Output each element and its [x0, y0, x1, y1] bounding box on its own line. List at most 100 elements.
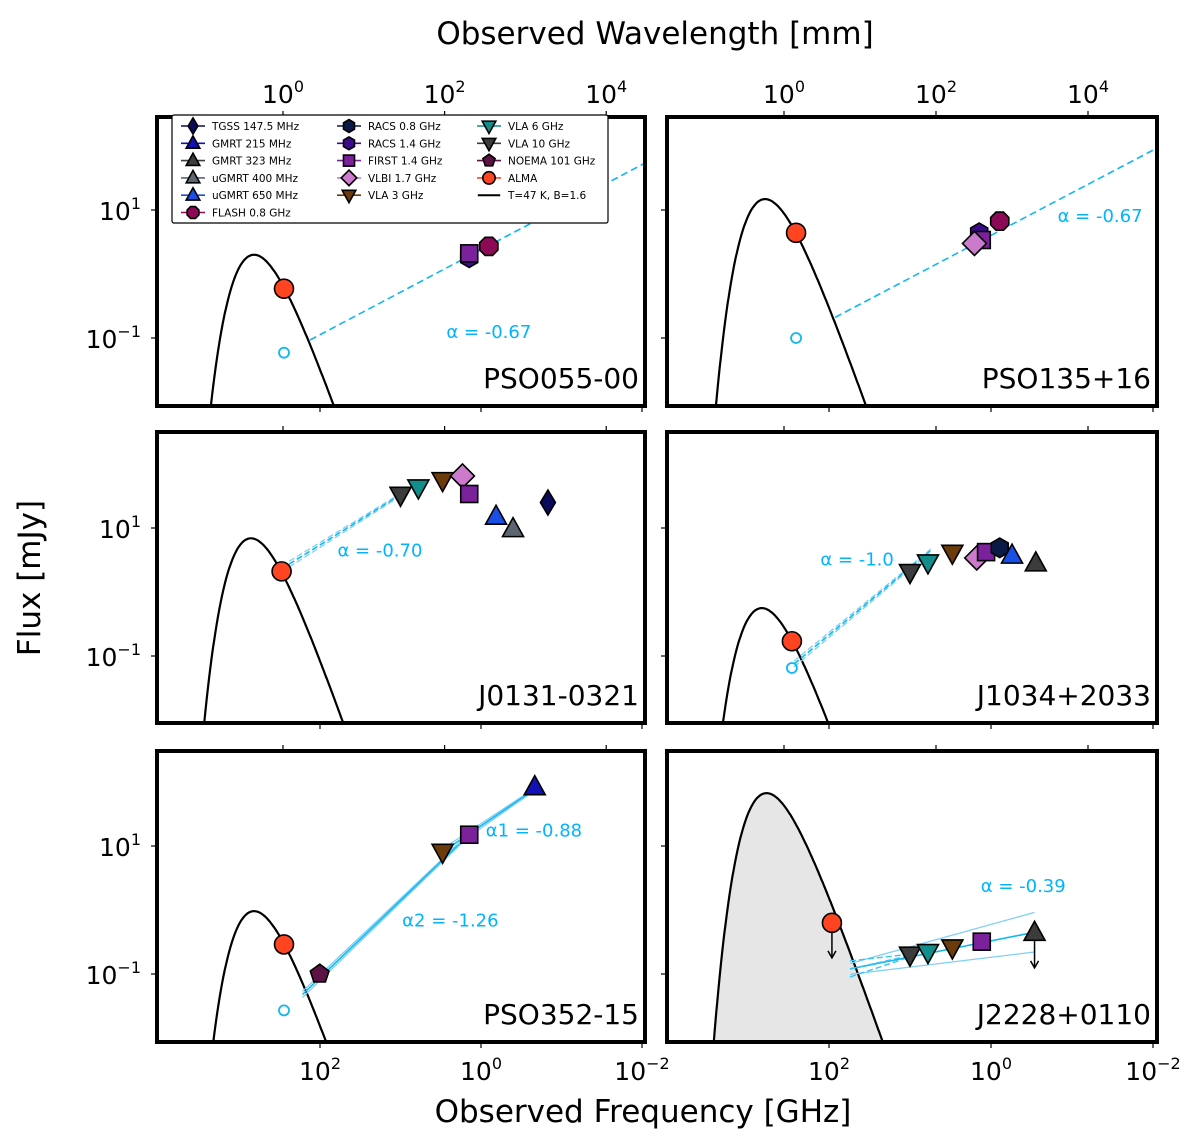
legend-item-alma: ALMA	[477, 170, 538, 185]
alpha-label: α = -0.39	[981, 876, 1066, 897]
sed-curve	[721, 607, 830, 723]
alpha-label: α = -0.70	[337, 540, 422, 561]
marker-vla-3-ghz	[430, 843, 455, 866]
marker-vla-10-ghz	[898, 563, 922, 586]
open-circle-marker	[278, 346, 290, 359]
open-circle-marker	[278, 1004, 290, 1017]
x2-tick-label: 102	[424, 77, 466, 109]
legend-label: RACS 1.4 GHz	[368, 138, 441, 150]
marker-vlbi-1-7-ghz	[449, 462, 476, 490]
marker-racs-0-8-ghz	[990, 537, 1010, 559]
upper-limit-arrowhead	[1029, 960, 1040, 970]
legend-label: T=47 K, B=1.6	[507, 190, 586, 202]
legend-marker-icon	[184, 168, 202, 184]
powerlaw-fit	[442, 792, 532, 856]
legend-item-ugmrt-400-mhz: uGMRT 400 MHz	[181, 168, 298, 185]
panel-name: PSO352-15	[483, 998, 639, 1031]
panel-name: PSO135+16	[982, 362, 1151, 395]
bottom-axis-title: Observed Frequency [GHz]	[435, 1094, 852, 1130]
legend-label: GMRT 323 MHz	[212, 156, 292, 168]
legend-marker-icon	[184, 151, 202, 167]
powerlaw-fit	[849, 931, 1035, 970]
sed-curve	[203, 537, 345, 723]
legend-item-flash-0-8-ghz: FLASH 0.8 GHz	[181, 205, 291, 220]
y-tick-label: 101	[99, 194, 141, 226]
marker-first-1-4-ghz	[459, 825, 479, 845]
marker-vla-3-ghz	[940, 544, 965, 566]
open-circle-marker	[786, 662, 798, 674]
marker-flash-0-8-ghz	[478, 236, 499, 257]
upper-limit-arrowhead	[827, 950, 837, 960]
legend-marker-icon	[342, 118, 356, 134]
marker-ugmrt-400-mhz	[501, 515, 525, 538]
marker-ugmrt-650-mhz	[484, 503, 508, 526]
legend: TGSS 147.5 MHz GMRT 215 MHz GMRT 323 MHz uG…	[171, 114, 609, 224]
legend-marker-icon	[184, 134, 202, 149]
x-tick-label: 10−2	[614, 1054, 669, 1086]
marker-flash-0-8-ghz	[989, 211, 1010, 231]
legend-marker-icon	[340, 189, 358, 205]
y-tick-label: 101	[99, 512, 141, 544]
panel-pso055-00: α = -0.67 100 102 104 101 10−1 PSO055-00	[86, 77, 647, 412]
alpha-label: α = -1.0	[820, 549, 894, 570]
y-tick-label: 101	[99, 830, 141, 862]
alpha-label: α1 = -0.88	[486, 821, 582, 842]
legend-item-noema-101-ghz: NOEMA 101 GHz	[477, 153, 596, 168]
legend-marker-icon	[342, 135, 356, 151]
plot-area	[712, 791, 1047, 1042]
y-tick-label: 10−1	[86, 322, 141, 354]
x-tick-label: 102	[808, 1054, 850, 1086]
panel-j1034-2033: α = -1.0 J1034+2033	[661, 426, 1159, 729]
marker-alma	[273, 278, 295, 299]
plot-area	[209, 162, 645, 406]
y-tick-label: 10−1	[86, 958, 141, 990]
powerlaw-fit	[849, 953, 914, 962]
legend-item-t-47-k-b-1-6: T=47 K, B=1.6	[477, 190, 586, 202]
legend-marker-icon	[184, 186, 202, 201]
legend-label: uGMRT 650 MHz	[212, 190, 298, 202]
alpha-label: α2 = -1.26	[402, 911, 498, 932]
top-axis-title: Observed Wavelength [mm]	[436, 16, 873, 52]
sed-curve	[209, 253, 336, 406]
legend-item-racs-0-8-ghz: RACS 0.8 GHz	[337, 118, 441, 134]
plot-area	[714, 147, 1157, 406]
marker-vla-6-ghz	[406, 479, 431, 501]
panel-j0131-0321: α = -0.70 101 10−1 J0131-0321	[86, 426, 647, 729]
marker-vla-6-ghz	[916, 943, 940, 966]
marker-first-1-4-ghz	[972, 932, 992, 951]
legend-marker-icon	[340, 168, 358, 187]
legend-item-tgss-147-5-mhz: TGSS 147.5 MHz	[181, 116, 300, 136]
marker-alma	[781, 630, 803, 652]
marker-vlbi-1-7-ghz	[961, 230, 988, 257]
x2-tick-label: 104	[585, 77, 627, 109]
powerlaw-fit	[849, 951, 1035, 975]
legend-item-ugmrt-650-mhz: uGMRT 650 MHz	[181, 186, 298, 202]
panel-name: J2228+0110	[975, 998, 1151, 1031]
panel-name: J0131-0321	[476, 679, 639, 712]
marker-ugmrt-650-mhz	[1000, 542, 1024, 564]
sed-curve	[712, 791, 884, 1042]
x-tick-label: 10−2	[1125, 1054, 1180, 1086]
y-axis-title: Flux [mJy]	[12, 500, 48, 656]
powerlaw-fit	[849, 954, 914, 970]
x2-tick-label: 100	[763, 77, 805, 109]
powerlaw-fit	[849, 955, 914, 978]
x2-tick-label: 100	[262, 77, 304, 109]
marker-vla-3-ghz	[940, 939, 965, 961]
marker-tgss-147-5-mhz	[539, 488, 557, 517]
marker-vla-3-ghz	[430, 471, 455, 494]
legend-item-vla-6-ghz: VLA 6 GHz	[477, 120, 564, 136]
marker-vla-10-ghz	[388, 486, 413, 508]
y-tick-label: 10−1	[86, 640, 141, 672]
powerlaw-fit	[281, 495, 401, 573]
powerlaw-fit	[281, 493, 401, 567]
legend-item-first-1-4-ghz: FIRST 1.4 GHz	[337, 154, 443, 168]
panel-frame	[665, 749, 1159, 1044]
powerlaw-fit	[849, 911, 1035, 965]
legend-item-vlbi-1-7-ghz: VLBI 1.7 GHz	[337, 168, 437, 187]
alpha-label: α = -0.67	[1058, 206, 1143, 227]
powerlaw-fit	[281, 494, 401, 570]
legend-item-gmrt-323-mhz: GMRT 323 MHz	[181, 151, 292, 168]
x-tick-label: 100	[460, 1054, 502, 1086]
